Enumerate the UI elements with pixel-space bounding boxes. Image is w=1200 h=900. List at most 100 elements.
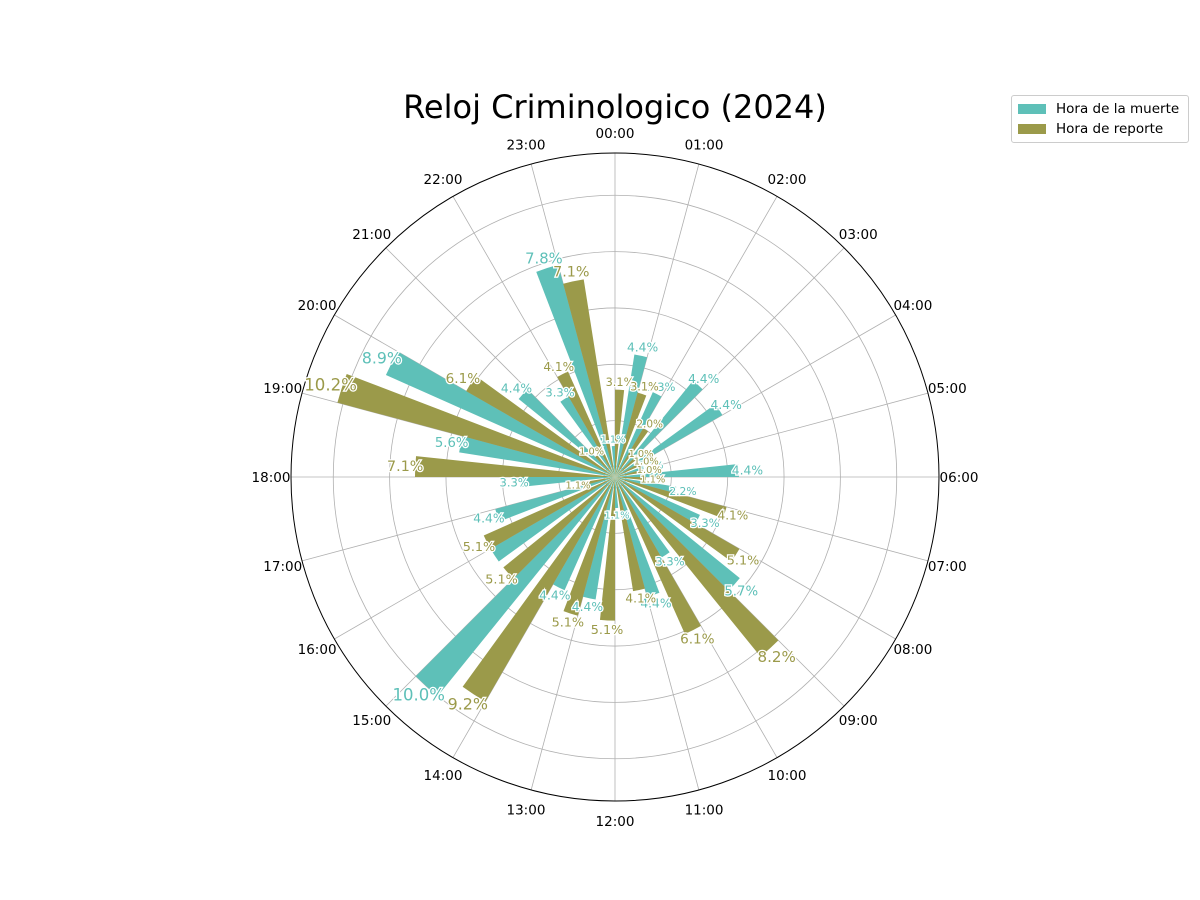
hour-tick-label: 04:00 [893,298,932,314]
bar-reporte [615,389,625,477]
hour-tick-label: 17:00 [263,559,302,575]
data-labels: 1.1%4.4%3.3%4.4%4.4%1.1% 4.4%2.2%3.3%5.7%… [303,249,797,714]
bar-muerte [385,351,615,477]
bar-reporte [615,392,647,477]
data-label-muerte: 3.3% [655,555,684,569]
data-label-reporte: 5.1% [727,554,760,569]
data-label-muerte: 3.3% [500,475,529,489]
bar-muerte [615,477,670,558]
hour-tick-label: 16:00 [298,642,337,658]
legend: Hora de la muerte Hora de reporte [1011,95,1189,143]
data-label-reporte: 7.1% [553,265,589,281]
hour-tick-label: 00:00 [596,126,635,142]
bar-muerte [615,477,677,494]
data-label-reporte: 5.1% [463,540,496,555]
legend-item-muerte: Hora de la muerte [1018,100,1179,118]
data-label-reporte: 6.1% [446,371,481,387]
hour-tick-label: 18:00 [252,470,291,486]
data-label-muerte: 7.8% [525,250,563,267]
bar-reporte [615,469,643,477]
radial-gridline [614,476,896,640]
bar-muerte [615,465,645,477]
bars [337,264,779,702]
data-label-muerte: 1.1% [601,435,626,446]
hour-tick-label: 13:00 [507,802,546,818]
hour-tick-label: 06:00 [940,470,979,486]
chart-title: Reloj Criminologico (2024) [403,88,827,126]
data-label-reporte: 1.0% [634,457,659,468]
bar-muerte [615,464,739,477]
data-label-reporte: 1.1% [640,474,665,485]
data-label-reporte: 1.1% [566,480,591,491]
bar-muerte [615,477,740,591]
bar-muerte [611,446,615,477]
bar-reporte [595,455,615,477]
bar-muerte [615,354,648,477]
data-label-muerte: 4.4% [688,372,719,386]
bar-reporte [483,477,615,549]
data-label-muerte: 3.3% [690,516,719,530]
data-label-muerte: 5.6% [435,436,469,451]
bar-reporte [615,462,641,477]
legend-item-reporte: Hora de reporte [1018,120,1163,138]
radial-gridline [614,247,845,478]
legend-label-reporte: Hora de reporte [1056,121,1164,137]
bar-reporte [584,477,615,486]
data-label-reporte: 10.2% [304,375,357,394]
hour-tick-label: 19:00 [263,381,302,397]
data-label-muerte: 3.3% [646,380,675,394]
bar-reporte [563,477,615,616]
hour-tick-label: 12:00 [596,814,635,830]
hour-tick-label: 10:00 [768,768,807,784]
bar-muerte [615,380,703,477]
bar-muerte [615,477,619,508]
data-label-reporte: 3.1% [606,376,635,389]
hour-tick-label: 02:00 [768,172,807,188]
data-label-reporte: 5.1% [485,573,518,588]
bar-reporte [615,477,701,635]
data-label-reporte: 4.1% [718,509,749,523]
data-label-muerte: 1.1% [639,461,664,472]
bar-reporte [615,477,645,592]
hour-tick-labels: 00:00 01:00 02:00 03:00 04:00 05:00 06:00 07:00… [252,126,979,830]
bar-reporte [466,375,615,477]
data-label-reporte: 5.1% [591,623,624,638]
legend-label-muerte: Hora de la muerte [1056,101,1180,117]
data-label-muerte: 4.4% [711,398,742,412]
data-label-reporte: 4.1% [625,591,656,605]
bar-muerte [490,477,615,562]
legend-swatch-reporte [1018,124,1046,134]
bar-muerte [615,477,700,524]
radial-gridline [452,476,616,758]
bar-muerte [582,477,615,600]
hour-tick-label: 03:00 [839,227,878,243]
data-label-muerte: 4.4% [473,511,504,525]
data-label-reporte: 1.0% [579,446,604,457]
bar-reporte [557,371,615,477]
data-label-reporte: 5.1% [552,616,585,631]
data-label-muerte: 3.3% [545,385,574,399]
data-label-muerte: 4.4% [572,600,603,614]
data-label-reporte: 1.0% [637,465,662,476]
bar-reporte [563,279,615,477]
radial-ring [389,251,841,703]
hour-tick-label: 15:00 [352,713,391,729]
bar-muerte [615,392,662,477]
hour-tick-label: 09:00 [839,713,878,729]
bar-muerte [536,264,615,477]
bar-reporte [414,456,615,477]
data-label-muerte: 5.7% [724,584,758,599]
data-label-muerte: 2.2% [669,485,696,498]
bar-muerte [495,477,615,522]
data-label-muerte: 4.4% [539,588,570,602]
data-label-muerte: 1.1% [605,510,630,521]
bar-muerte [615,477,660,597]
data-label-reporte: 2.0% [636,418,663,430]
data-label-muerte: 4.4% [501,382,532,396]
bar-reporte [599,477,615,621]
hour-tick-label: 22:00 [424,172,463,188]
bar-muerte [518,389,615,477]
polar-frame [290,152,940,802]
data-label-reporte: 8.2% [758,648,796,666]
